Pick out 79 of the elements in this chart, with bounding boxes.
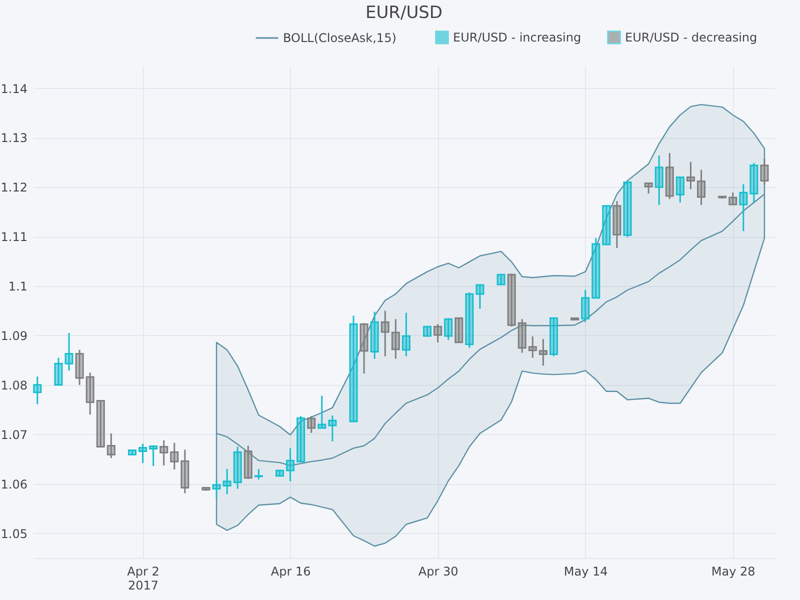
candlestick [592,237,600,299]
candlestick [96,400,105,448]
candlestick [254,468,263,480]
candlestick [718,196,727,200]
candlestick [686,161,695,190]
chart-title: EUR/USD [365,3,443,23]
candlestick [581,289,590,323]
candlestick [318,395,326,429]
candlestick [402,312,410,358]
candlestick [454,317,464,344]
y-tick-label: 1.07 [0,428,28,442]
candlestick [728,192,738,206]
candlestick [212,480,221,499]
candlestick [106,432,116,459]
x-tick-label: Apr 2 2017 [127,564,160,592]
y-tick-label: 1.09 [0,328,28,343]
candlestick [233,446,242,490]
candlestick [54,356,63,386]
candlestick [423,326,432,337]
candlestick [750,162,758,204]
legend-label: BOLL(CloseAsk,15) [283,31,396,45]
candlestick [739,183,748,232]
candlestick [33,376,42,405]
candlestick [538,338,548,366]
candlestick [349,314,358,422]
candlestick [391,318,400,360]
candlestick [86,372,94,416]
candlestick [434,323,442,344]
candlestick [528,336,537,358]
candlestick [518,318,526,354]
candlestick [549,317,558,358]
candlestick [507,272,516,328]
candlestick [64,332,74,372]
x-tick-label: Apr 30 [418,564,458,578]
x-tick-label: Apr 16 [270,564,311,578]
y-tick-label: 1.06 [0,477,28,492]
y-tick-label: 1.05 [0,526,28,541]
candlestick [360,322,368,374]
legend-label: EUR/USD - increasing [453,30,582,44]
y-tick-label: 1.1 [8,280,28,294]
candlestick [696,169,706,206]
candlestick [128,449,136,456]
legend-label: EUR/USD - decreasing [625,30,758,44]
candlestick [370,311,379,360]
candlestick [276,470,284,477]
y-tick-label: 1.13 [0,131,28,146]
candlestick [444,317,453,341]
y-tick-label: 1.12 [0,180,28,195]
candlestick [644,182,653,194]
x-tick-label: May 14 [564,564,608,578]
candlestick [476,284,484,310]
y-tick-label: 1.14 [0,82,28,96]
candlestick [307,415,316,434]
candlestick [602,205,611,246]
candlestick [222,468,232,495]
candlestick [328,414,337,442]
candlestick [380,310,390,358]
candlestick [654,154,664,206]
candlestick [612,200,622,249]
candlestick [465,292,474,349]
candlestick [760,158,769,186]
candlestick [676,176,684,204]
candlestick [170,442,179,470]
x-tick-label: May 28 [711,564,756,578]
candlestick [665,152,674,200]
candlestick [202,487,210,492]
candlestick [149,444,158,467]
candlestick [496,274,506,286]
candlestick [570,317,580,320]
candlestick [138,443,148,464]
candlestick [75,349,84,386]
candlestick [180,448,190,494]
candlestick [286,447,295,482]
y-tick-label: 1.11 [0,230,28,244]
candlestick [160,440,168,466]
candlestick [623,180,632,238]
y-tick-label: 1.08 [0,378,28,392]
candlestick [244,445,252,480]
candlestick [296,415,306,462]
